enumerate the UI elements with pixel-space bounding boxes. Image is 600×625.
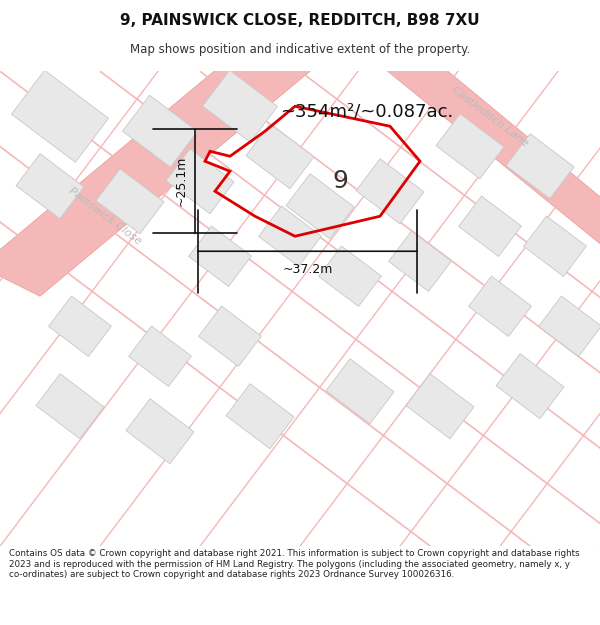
Polygon shape: [436, 114, 504, 179]
Polygon shape: [496, 354, 564, 419]
Polygon shape: [126, 399, 194, 464]
Text: Map shows position and indicative extent of the property.: Map shows position and indicative extent…: [130, 42, 470, 56]
Polygon shape: [166, 149, 234, 214]
Text: 9, PAINSWICK CLOSE, REDDITCH, B98 7XU: 9, PAINSWICK CLOSE, REDDITCH, B98 7XU: [120, 13, 480, 28]
Text: ~37.2m: ~37.2m: [283, 262, 332, 276]
Polygon shape: [128, 326, 191, 386]
Polygon shape: [506, 134, 574, 199]
Text: ~354m²/~0.087ac.: ~354m²/~0.087ac.: [280, 102, 453, 120]
Polygon shape: [203, 70, 277, 142]
Polygon shape: [356, 159, 424, 224]
Polygon shape: [0, 16, 340, 296]
Text: 9: 9: [332, 169, 348, 193]
Polygon shape: [389, 231, 451, 291]
Polygon shape: [246, 124, 314, 189]
Polygon shape: [199, 306, 262, 366]
Polygon shape: [188, 226, 251, 286]
Polygon shape: [286, 174, 354, 239]
Polygon shape: [406, 374, 474, 439]
Text: Painswick Close: Painswick Close: [67, 186, 143, 247]
Polygon shape: [259, 206, 322, 266]
Text: ~25.1m: ~25.1m: [175, 156, 187, 206]
Polygon shape: [49, 296, 112, 356]
Polygon shape: [326, 359, 394, 424]
Polygon shape: [539, 296, 600, 356]
Polygon shape: [458, 196, 521, 256]
Polygon shape: [524, 216, 586, 276]
Polygon shape: [319, 246, 382, 306]
Polygon shape: [320, 0, 600, 276]
Polygon shape: [96, 169, 164, 234]
Polygon shape: [16, 154, 84, 219]
Polygon shape: [122, 95, 197, 168]
Polygon shape: [226, 384, 294, 449]
Polygon shape: [11, 70, 109, 162]
Text: Castleditch Lane: Castleditch Lane: [450, 84, 530, 148]
Text: Contains OS data © Crown copyright and database right 2021. This information is : Contains OS data © Crown copyright and d…: [9, 549, 580, 579]
Polygon shape: [36, 374, 104, 439]
Polygon shape: [469, 276, 532, 336]
